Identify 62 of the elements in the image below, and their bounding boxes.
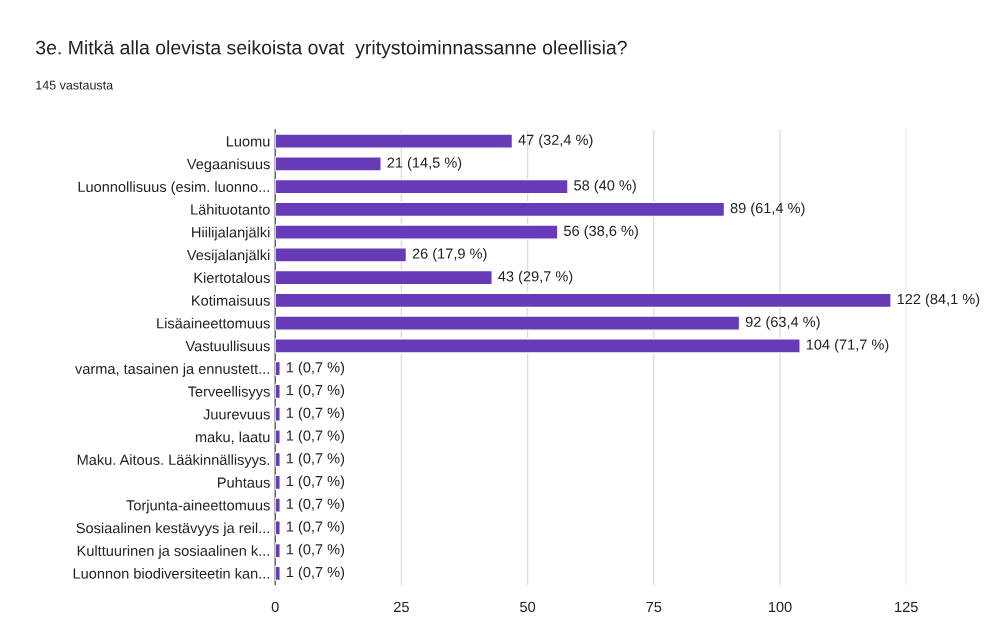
data-label: 1 (0,7 %): [286, 407, 345, 421]
data-label: 21 (14,5 %): [387, 157, 462, 171]
bar: [275, 133, 514, 149]
text: 145 vastausta: [36, 80, 114, 90]
data-label: 89 (61,4 %): [730, 202, 805, 217]
y-tick-label: Torjunta-aineettomuus: [126, 499, 270, 514]
y-tick-label: varma, tasainen ja ennustett...: [75, 363, 270, 377]
x-tick-label: 100: [768, 601, 792, 613]
bar: [275, 520, 281, 536]
data-label: 1 (0,7 %): [286, 384, 345, 399]
bar: [275, 429, 281, 445]
bar: [275, 315, 741, 331]
data-label: 1 (0,7 %): [286, 430, 345, 444]
chart-title: 3e. Mitkä alla olevista seikoista ovat yritystoiminnassanne oleellisia?: [36, 40, 627, 59]
data-label: 1 (0,7 %): [286, 543, 345, 558]
y-tick-label: Lisäaineettomuus: [157, 317, 270, 329]
y-tick-label: Sosiaalinen kestävyys ja reil...: [76, 522, 269, 537]
y-tick-label: Kotimaisuus: [192, 295, 270, 306]
data-label: 92 (63,4 %): [745, 316, 820, 330]
bar: [275, 178, 569, 195]
y-tick-label: Puhtaus: [218, 477, 270, 488]
data-label: 43 (29,7 %): [498, 270, 573, 285]
data-label: 47 (32,4 %): [518, 134, 593, 148]
data-label: 1 (0,7 %): [286, 475, 345, 490]
y-tick-label: Luomu: [226, 136, 270, 147]
y-tick-label: Vesijalanjälki: [186, 249, 270, 264]
data-label: 1 (0,7 %): [286, 452, 345, 467]
data-label: 1 (0,7 %): [286, 498, 345, 512]
y-tick-label: maku, laatu: [195, 431, 270, 444]
y-tick-label: Kiertotalous: [194, 272, 270, 284]
x-tick-label: 0: [271, 601, 279, 613]
y-tick-label: Vegaanisuus: [186, 158, 270, 173]
data-label: 56 (38,6 %): [564, 225, 638, 239]
bar: [275, 338, 801, 354]
data-label: 122 (84,1 %): [897, 293, 980, 308]
bar: [275, 224, 559, 240]
x-tick-label: 125: [895, 601, 918, 613]
y-tick-label: Vastuullisuus: [185, 340, 270, 352]
y-tick-label: Kulttuurinen ja sosiaalinen k...: [77, 545, 269, 559]
bar: [275, 497, 281, 513]
data-label: 1 (0,7 %): [286, 566, 345, 581]
y-tick-label: Lähituotanto: [191, 204, 270, 215]
bar: [275, 247, 408, 263]
x-tick-label: 50: [520, 601, 536, 613]
y-tick-label: Terveellisyys: [188, 386, 270, 400]
data-label: 1 (0,7 %): [286, 521, 345, 535]
bar: [275, 156, 382, 172]
data-label: 1 (0,7 %): [286, 361, 345, 376]
bar: [275, 201, 726, 218]
bar: [275, 406, 281, 422]
y-tick-label: Maku. Aitous. Lääkinnällisyys.: [77, 454, 269, 468]
data-label: 58 (40 %): [574, 179, 636, 194]
y-tick-label: Juurevuus: [203, 409, 270, 420]
bar: [275, 292, 892, 309]
data-label: 104 (71,7 %): [806, 339, 889, 353]
x-tick-label: 75: [646, 601, 662, 613]
bar: [275, 269, 493, 286]
x-tick-label: 25: [394, 601, 409, 613]
y-tick-label: Hiilijalanjälki: [192, 226, 270, 241]
y-tick-label: Luonnollisuus (esim. luonno...: [78, 181, 270, 195]
data-label: 26 (17,9 %): [412, 248, 487, 262]
y-tick-label: Luonnon biodiversiteetin kan...: [73, 568, 270, 579]
